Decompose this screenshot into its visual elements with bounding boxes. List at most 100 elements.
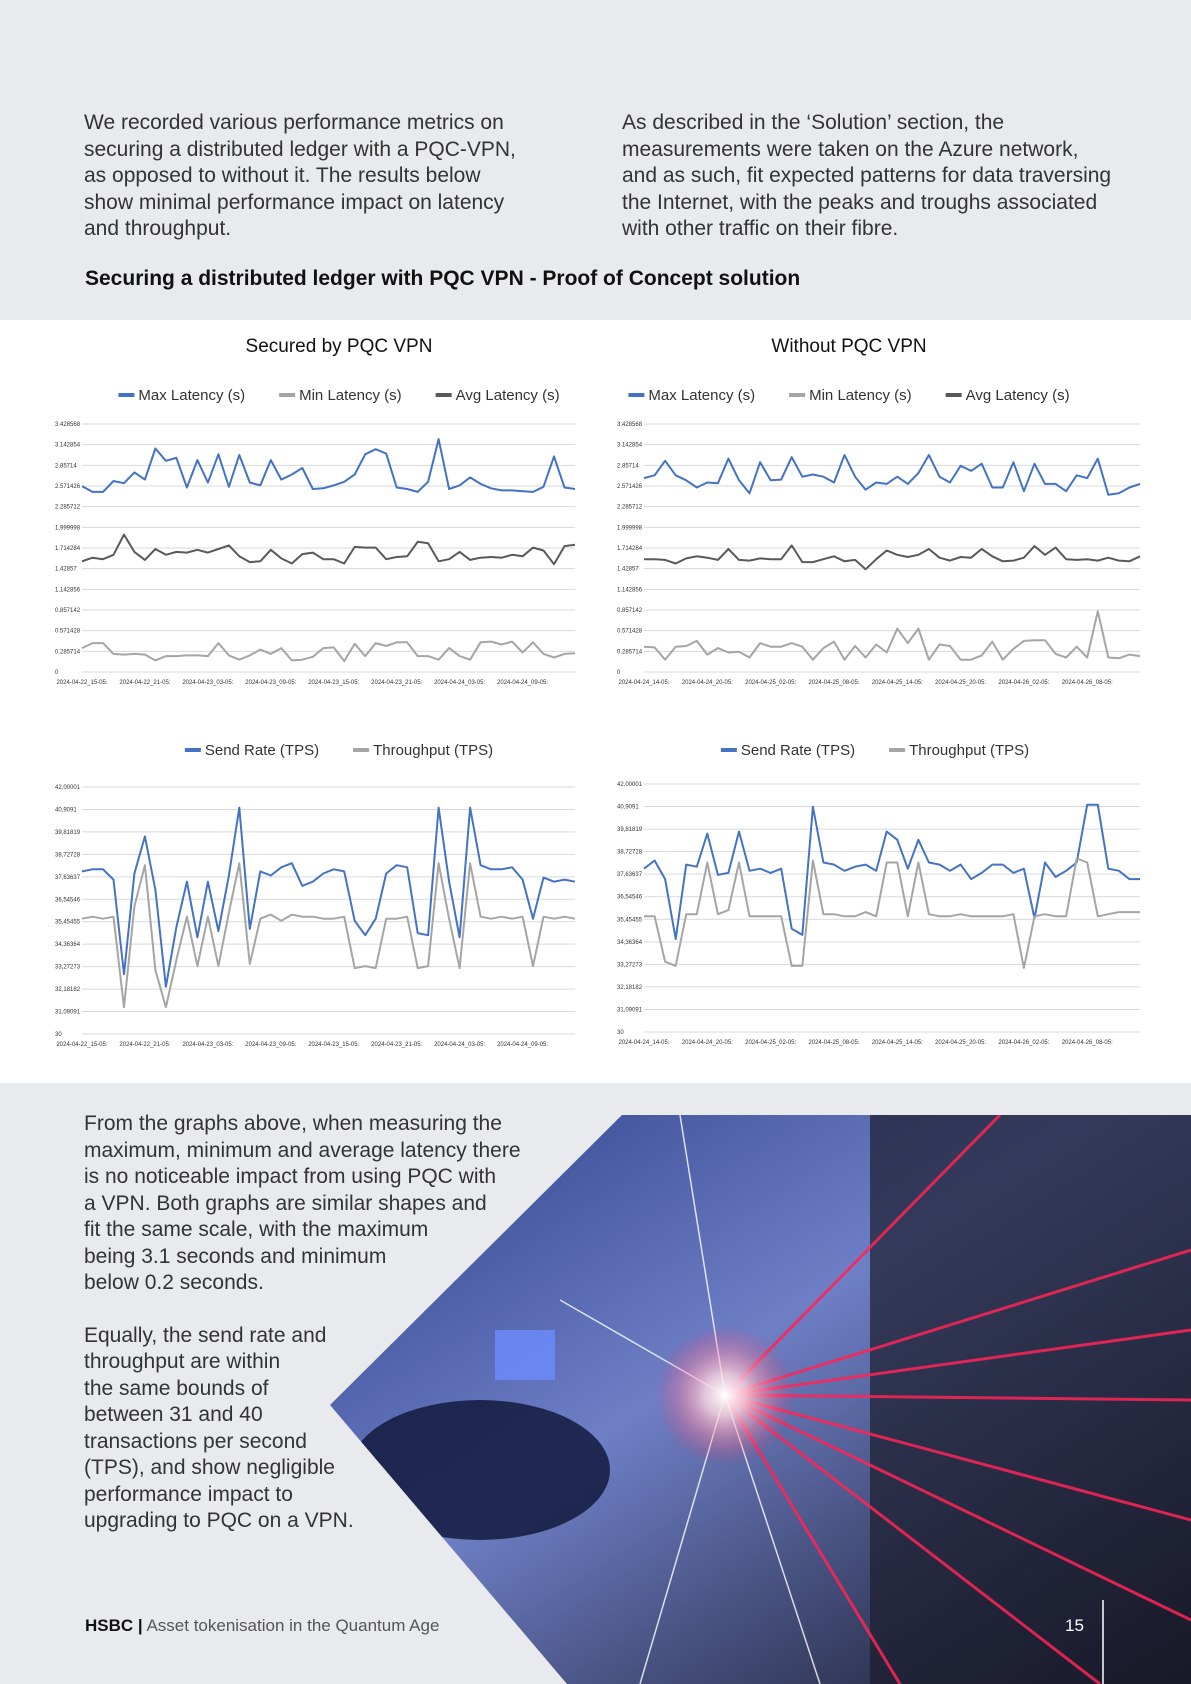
y-tick-label: 33,27273 xyxy=(55,965,81,971)
text-line: and as such, fit expected patterns for d… xyxy=(622,164,1112,187)
x-tick-label: 2024-04-24_03-05: xyxy=(434,1042,485,1048)
x-tick-label: 2024-04-24_20-05: xyxy=(682,680,733,686)
y-tick-label: 30 xyxy=(617,1030,624,1036)
y-tick-label: 34,36364 xyxy=(55,942,81,948)
x-tick-label: 2024-04-22_21-05: xyxy=(119,680,170,686)
y-tick-label: 32,18182 xyxy=(617,985,643,991)
y-tick-label: 1.714284 xyxy=(55,546,81,552)
text-line: maximum, minimum and average latency the… xyxy=(84,1138,521,1162)
y-tick-label: 1.42857 xyxy=(55,567,77,573)
x-tick-label: 2024-04-25_08-05: xyxy=(808,1040,859,1046)
legend-swatch xyxy=(945,393,962,397)
x-tick-label: 2024-04-25_14-05: xyxy=(872,680,923,686)
text-line: Equally, the send rate and xyxy=(84,1323,327,1347)
legend: Max Latency (s) Min Latency (s) Avg Latenc… xyxy=(118,387,560,404)
text-line: being 3.1 seconds and minimum xyxy=(84,1244,387,1268)
x-tick-label: 2024-04-25_08-05: xyxy=(808,680,859,686)
y-tick-label: 31,09091 xyxy=(617,1007,643,1013)
data-line xyxy=(643,454,1141,496)
x-tick-label: 2024-04-26_08-05: xyxy=(1062,1040,1113,1046)
y-tick-label: 31,09091 xyxy=(55,1010,81,1016)
y-tick-label: 0.571428 xyxy=(55,629,81,635)
y-tick-label: 40,9091 xyxy=(55,807,77,813)
legend-swatch xyxy=(353,748,370,752)
x-tick-label: 2024-04-23_15-05: xyxy=(308,1042,359,1048)
text-line: and throughput. xyxy=(84,217,232,240)
data-line xyxy=(644,857,1140,969)
legend-swatch xyxy=(435,393,452,397)
y-tick-label: 1.999998 xyxy=(55,525,81,531)
x-tick-label: 2024-04-23_09-05: xyxy=(245,1042,296,1048)
x-tick-label: 2024-04-23_21-05: xyxy=(371,1042,422,1048)
y-tick-label: 33,27273 xyxy=(617,962,643,968)
y-tick-label: 39,81819 xyxy=(55,830,81,836)
y-tick-label: 1.42857 xyxy=(617,567,639,573)
data-line xyxy=(644,544,1141,571)
y-tick-label: 38,72728 xyxy=(55,852,81,858)
y-tick-label: 2.285712 xyxy=(55,505,81,511)
y-tick-label: 2.571426 xyxy=(55,484,81,490)
legend-label: Send Rate (TPS) xyxy=(205,742,319,759)
y-tick-label: 0.285714 xyxy=(617,649,643,655)
y-tick-label: 3.428568 xyxy=(617,422,643,428)
text-line: fit the same scale, with the maximum xyxy=(84,1218,429,1241)
y-tick-label: 1.142856 xyxy=(55,587,81,593)
y-tick-label: 42,00001 xyxy=(617,782,643,788)
legend-label: Avg Latency (s) xyxy=(966,387,1070,404)
text-line: the Internet, with the peaks and troughs… xyxy=(622,190,1098,214)
y-tick-label: 3.428568 xyxy=(55,422,81,428)
y-tick-label: 0.857142 xyxy=(55,608,81,614)
data-line xyxy=(81,862,576,1009)
y-tick-label: 0.571428 xyxy=(617,629,643,635)
text-line: throughput are within xyxy=(84,1350,281,1373)
y-tick-label: 3.142854 xyxy=(617,443,643,449)
x-tick-label: 2024-04-24_20-05: xyxy=(682,1040,733,1046)
legend-label: Max Latency (s) xyxy=(648,387,755,404)
y-tick-label: 37,63637 xyxy=(617,872,643,878)
y-tick-label: 32,18182 xyxy=(55,987,81,993)
y-tick-label: 35,45455 xyxy=(55,920,81,926)
x-tick-label: 2024-04-22_15-05: xyxy=(56,680,107,686)
y-tick-label: 0 xyxy=(617,670,621,676)
chart-title: Secured by PQC VPN xyxy=(246,336,433,357)
legend-label: Min Latency (s) xyxy=(809,387,912,404)
legend-swatch xyxy=(279,393,296,397)
x-tick-label: 2024-04-22_21-05: xyxy=(119,1042,170,1048)
y-tick-label: 1.999998 xyxy=(617,525,643,531)
data-line xyxy=(81,438,576,493)
conclusion: From the graphs above, when measuring th… xyxy=(84,1111,521,1535)
y-tick-label: 1.142856 xyxy=(617,587,643,593)
paragraph: Equally, the send rate and throughput are… xyxy=(84,1323,521,1535)
legend-swatch xyxy=(184,748,201,752)
y-tick-label: 0.285714 xyxy=(55,649,81,655)
legend-label: Throughput (TPS) xyxy=(909,742,1029,759)
legend-swatch xyxy=(889,748,906,752)
footer-title: Asset tokenisation in the Quantum Age xyxy=(146,1616,440,1635)
legend-swatch xyxy=(628,393,645,397)
footer-brand: HSBC | xyxy=(85,1616,143,1635)
x-tick-label: 2024-04-23_21-05: xyxy=(371,680,422,686)
data-line xyxy=(81,533,576,566)
data-line xyxy=(643,610,1141,661)
x-tick-label: 2024-04-23_03-05: xyxy=(182,680,233,686)
text-line: is no noticeable impact from using PQC w… xyxy=(84,1165,497,1188)
section-heading: Securing a distributed ledger with PQC V… xyxy=(85,267,801,290)
y-tick-label: 42,00001 xyxy=(55,785,81,791)
chart-panel xyxy=(0,320,1191,1083)
y-tick-label: 37,63637 xyxy=(55,875,81,881)
x-tick-label: 2024-04-25_02-05: xyxy=(745,680,796,686)
legend-label: Avg Latency (s) xyxy=(456,387,560,404)
legend-swatch xyxy=(720,748,737,752)
y-tick-label: 2.285712 xyxy=(617,505,643,511)
intro-right: As described in the ‘Solution’ section, … xyxy=(622,110,1111,243)
x-tick-label: 2024-04-24_03-05: xyxy=(434,680,485,686)
legend-label: Throughput (TPS) xyxy=(373,742,493,759)
intro-left: We recorded various performance metrics … xyxy=(84,110,516,243)
y-tick-label: 1.714284 xyxy=(617,546,643,552)
y-tick-label: 35,45455 xyxy=(617,917,643,923)
legend-swatch xyxy=(118,393,135,397)
footer: HSBC | Asset tokenisation in the Quantum… xyxy=(85,1616,439,1636)
text-line: performance impact to xyxy=(84,1482,293,1506)
y-tick-label: 0 xyxy=(55,670,59,676)
